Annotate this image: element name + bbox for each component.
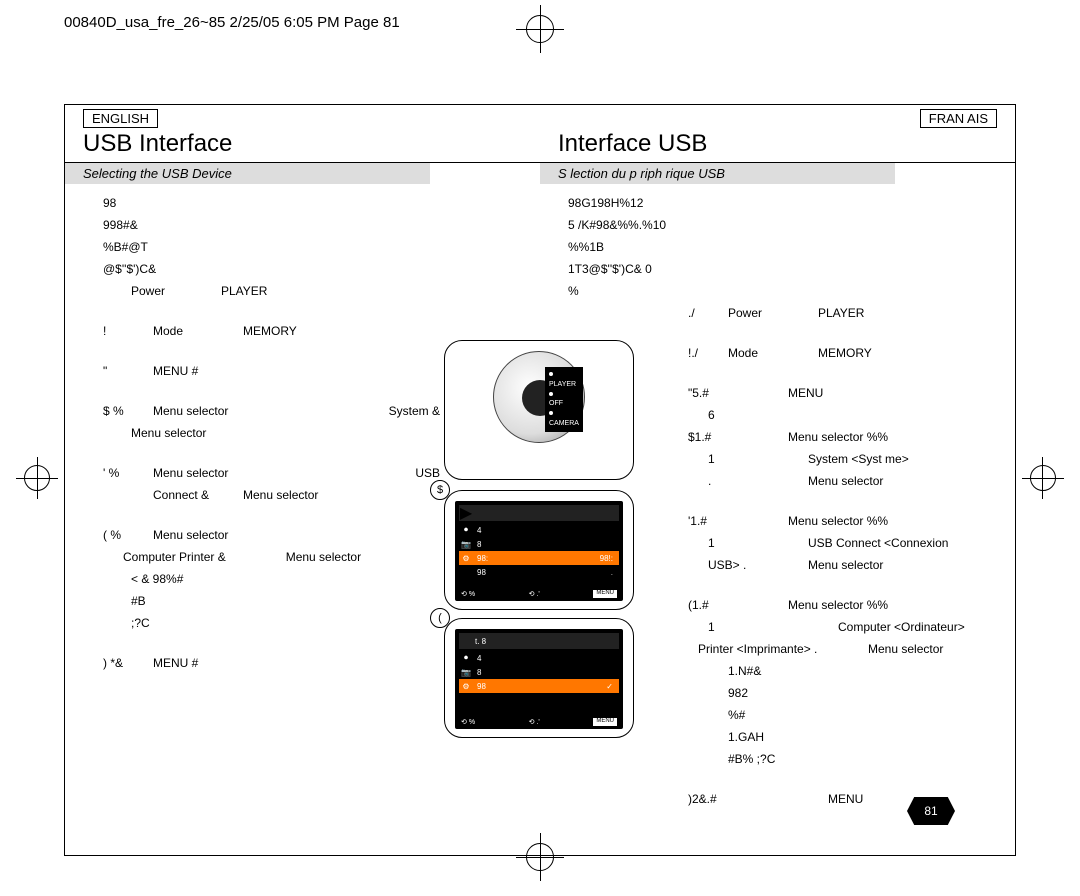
crop-mark-right [1014,465,1074,493]
crop-mark-top [526,15,554,43]
title-en: USB Interface [65,128,540,163]
lang-label-fr: FRAN AIS [920,109,997,128]
page-frame: ENGLISH USB Interface Selecting the USB … [64,104,1016,856]
subsection-en: Selecting the USB Device [65,163,430,184]
column-english: ENGLISH USB Interface Selecting the USB … [65,105,540,855]
lang-label-en: ENGLISH [83,109,158,128]
power-dial-illustration: PLAYER OFF CAMERA [444,340,634,480]
lcd-menu-2: t. 8 ⏺4 📷8 ⚙98✓ ⟲ %⟲ .'MENU [444,618,634,738]
column-french: FRAN AIS Interface USB S lection du p ri… [540,105,1015,855]
file-header: 00840D_usa_fre_26~85 2/25/05 6:05 PM Pag… [64,14,400,31]
subsection-fr: S lection du p riph rique USB [540,163,895,184]
page-number: 81 [907,797,955,825]
lcd-menu-1: ▶ ⏺4 📷8 ⚙98:98!: 98. ⟲ %⟲ .'MENU [444,490,634,610]
crop-mark-left [6,465,66,493]
title-fr: Interface USB [540,128,1015,163]
